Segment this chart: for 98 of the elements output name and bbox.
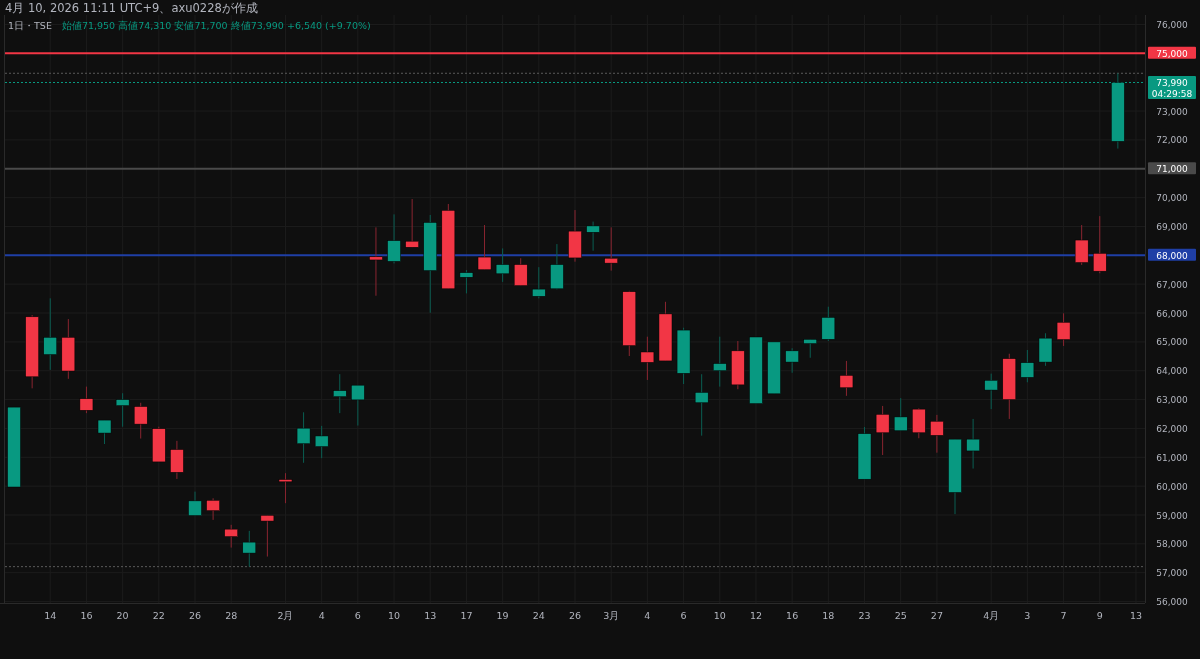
candlestick <box>369 226 383 297</box>
candlestick <box>387 213 401 264</box>
text: 始値71,950 高値74,310 安値71,700 終値73,990 +6,540 (+9.70%) <box>61 20 371 31</box>
x-tick-label: 22 <box>152 610 165 621</box>
candlestick <box>821 306 836 342</box>
x-tick-label: 2月 <box>277 610 294 621</box>
candlestick <box>694 373 709 437</box>
y-tick-label: 59,000 <box>1156 510 1189 521</box>
candlestick <box>966 418 980 470</box>
candlestick <box>930 414 944 454</box>
y-tick-label: 65,000 <box>1156 337 1189 348</box>
x-tick-label: 10 <box>388 610 401 621</box>
x-tick-label: 18 <box>822 610 835 621</box>
x-tick-label: 4月 <box>983 610 1000 621</box>
x-tick-label: 24 <box>532 610 545 621</box>
candlestick <box>1038 332 1053 367</box>
y-tick-label: 62,000 <box>1156 423 1189 434</box>
x-tick-label: 7 <box>1060 610 1067 621</box>
y-tick-label: 56,000 <box>1156 597 1189 608</box>
candlestick <box>640 336 655 381</box>
y-tick-label: 60,000 <box>1156 481 1189 492</box>
candlestick <box>586 221 600 252</box>
candlestick <box>133 402 148 440</box>
candlestick <box>224 524 238 549</box>
candlestick <box>803 338 817 359</box>
candlestick <box>1093 215 1107 274</box>
x-tick-label: 16 <box>786 610 799 621</box>
candlestick <box>875 405 890 456</box>
y-tick-label: 58,000 <box>1156 539 1189 550</box>
ref-line-label: 73,990 04:29:58 <box>1151 78 1193 100</box>
candlestick <box>477 224 492 271</box>
y-tick-label: 76,000 <box>1156 20 1189 31</box>
x-tick-label: 13 <box>424 610 437 621</box>
candlestick <box>1074 224 1089 266</box>
candlestick <box>984 373 998 410</box>
candlestick <box>604 226 618 272</box>
y-tick-label: 70,000 <box>1156 193 1189 204</box>
x-tick-label: 27 <box>930 610 943 621</box>
y-tick-label: 57,000 <box>1156 568 1189 579</box>
x-tick-label: 12 <box>749 610 762 621</box>
candlestick <box>170 440 184 480</box>
y-tick-label: 73,000 <box>1156 106 1189 117</box>
y-tick-label: 72,000 <box>1156 135 1189 146</box>
x-tick-label: 9 <box>1096 610 1103 621</box>
x-tick-label: 3月 <box>603 610 620 621</box>
candlestick <box>1020 349 1035 383</box>
x-tick-label: 4 <box>318 610 325 621</box>
candlestick <box>260 514 275 558</box>
candlestick <box>79 386 94 414</box>
y-tick-label: 61,000 <box>1156 452 1189 463</box>
x-tick-label: 17 <box>460 610 473 621</box>
candlestick <box>97 419 112 445</box>
x-tick-label: 4 <box>644 610 651 621</box>
x-tick-label: 6 <box>680 610 687 621</box>
annotation: 4月 10, 2026 11:11 UTC+9、axu0228が作成 <box>5 1 258 15</box>
x-tick-label: 6 <box>354 610 361 621</box>
ref-line-label: 75,000 <box>1156 48 1189 59</box>
y-tick-label: 67,000 <box>1156 279 1189 290</box>
candlestick <box>333 373 347 414</box>
candlestick <box>713 336 727 388</box>
y-tick-label: 66,000 <box>1156 308 1189 319</box>
candlestick <box>206 497 220 521</box>
x-tick-label: 16 <box>80 610 93 621</box>
candlestick <box>43 297 57 371</box>
x-tick-label: 26 <box>188 610 202 621</box>
candlestick <box>839 360 854 397</box>
text: 1日・TSE <box>8 20 52 31</box>
x-tick-label: 14 <box>44 610 57 621</box>
candlestick <box>1056 312 1071 347</box>
x-tick-label: 26 <box>568 610 582 621</box>
x-tick-label: 25 <box>894 610 907 621</box>
x-tick-label: 20 <box>116 610 129 621</box>
candlestick <box>351 384 365 427</box>
candlestick <box>893 397 908 432</box>
ref-line-label: 68,000 <box>1156 250 1189 261</box>
ref-line-label: 71,000 <box>1156 164 1189 175</box>
x-tick-label: 28 <box>225 610 238 621</box>
candlestick <box>912 407 926 439</box>
candlestick <box>405 198 419 248</box>
candlestick <box>278 472 293 504</box>
candlestick <box>115 392 130 428</box>
x-tick-label: 3 <box>1024 610 1031 621</box>
candlestick <box>242 530 257 568</box>
candlestick <box>459 269 474 294</box>
y-tick-label: 64,000 <box>1156 366 1189 377</box>
x-tick-label: 13 <box>1129 610 1142 621</box>
x-tick-label: 23 <box>858 610 871 621</box>
y-tick-label: 69,000 <box>1156 221 1189 232</box>
x-tick-label: 19 <box>496 610 509 621</box>
candlestick <box>785 347 799 374</box>
x-tick-label: 10 <box>713 610 726 621</box>
candlestick <box>532 266 546 299</box>
candlestick <box>314 425 329 459</box>
candlestick <box>495 247 510 283</box>
candlestick <box>188 491 202 517</box>
candlestick <box>513 257 528 287</box>
candlestick <box>296 411 311 464</box>
y-tick-label: 63,000 <box>1156 395 1189 406</box>
